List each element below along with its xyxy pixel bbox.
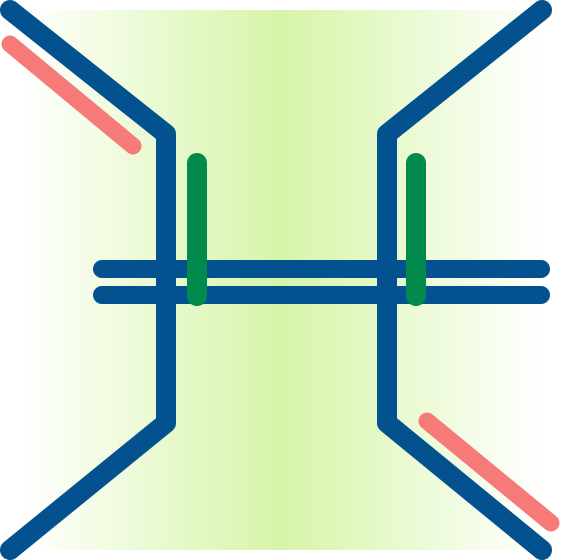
red-marker-bottom-right (418, 412, 560, 532)
right-skeleton (377, 0, 552, 560)
left-skeleton (0, 0, 176, 560)
red-marker-top-left (1, 35, 142, 155)
